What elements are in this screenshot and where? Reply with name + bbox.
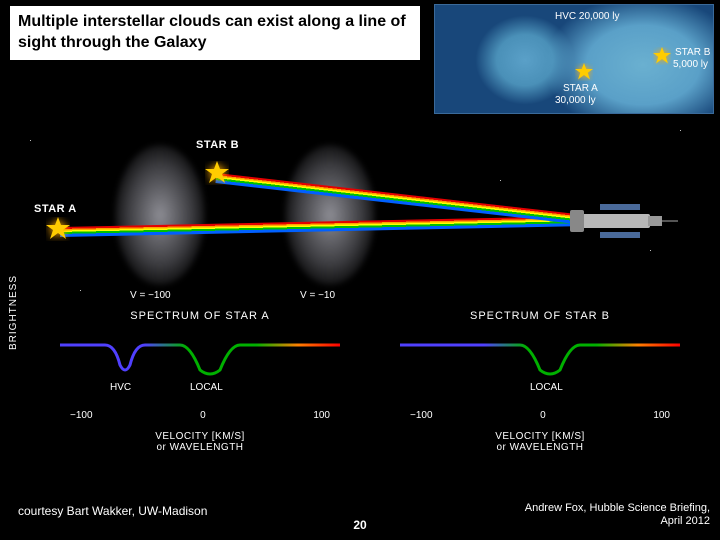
spectrum-panel-a: SPECTRUM OF STAR A HVC LOCAL [50, 310, 350, 453]
star-b-label: STAR B [196, 139, 239, 151]
inset-star-a-name: STAR A [563, 83, 598, 94]
spec-a-canvas: HVC LOCAL [50, 330, 350, 380]
inset-star-b-dist: 5,000 ly [673, 59, 708, 70]
spectrum-panel-b: SPECTRUM OF STAR B LOCAL −1 [390, 310, 690, 453]
spec-a-title: SPECTRUM OF STAR A [50, 310, 350, 322]
inset-star-b-name: STAR B [675, 47, 710, 58]
inset-map: HVC 20,000 ly STAR A 30,000 ly STAR B 5,… [434, 4, 714, 114]
credit-left: courtesy Bart Wakker, UW-Madison [18, 504, 207, 518]
spec-b-local-label: LOCAL [530, 382, 563, 393]
spectra-section: SPECTRUM OF STAR A HVC LOCAL [0, 310, 720, 500]
title-text: Multiple interstellar clouds can exist a… [18, 12, 412, 54]
page-number: 20 [353, 518, 366, 532]
hvc-label: HVC 20,000 ly [555, 11, 619, 22]
spec-b-vel-label: VELOCITY [KM/S] [390, 431, 690, 442]
star-b-icon [205, 161, 229, 185]
spec-a-wav-label: or WAVELENGTH [50, 442, 350, 453]
spec-b-ticks: −100 0 100 [390, 410, 690, 421]
star-a-label: STAR A [34, 203, 77, 215]
inset-star-a-icon [575, 63, 593, 81]
inset-star-a-dist: 30,000 ly [555, 95, 596, 106]
spec-a-vel-label: VELOCITY [KM/S] [50, 431, 350, 442]
spec-a-ticks: −100 0 100 [50, 410, 350, 421]
cloud-2 [285, 145, 375, 285]
cloud2-vel: V = −10 [300, 290, 335, 301]
title-box: Multiple interstellar clouds can exist a… [10, 6, 420, 60]
telescope-icon [570, 200, 680, 240]
spec-b-title: SPECTRUM OF STAR B [390, 310, 690, 322]
main-diagram: STAR A STAR B V = −100 V = −10 [0, 115, 720, 305]
star-a-icon [46, 217, 70, 241]
spec-a-hvc-label: HVC [110, 382, 131, 393]
beam-star-b [215, 173, 584, 225]
spec-a-local-label: LOCAL [190, 382, 223, 393]
credit-right: Andrew Fox, Hubble Science Briefing, Apr… [525, 502, 710, 528]
cloud1-vel: V = −100 [130, 290, 171, 301]
cloud-1 [115, 145, 205, 285]
spec-b-wav-label: or WAVELENGTH [390, 442, 690, 453]
spec-b-canvas: LOCAL [390, 330, 690, 380]
inset-star-b-icon [653, 47, 671, 65]
